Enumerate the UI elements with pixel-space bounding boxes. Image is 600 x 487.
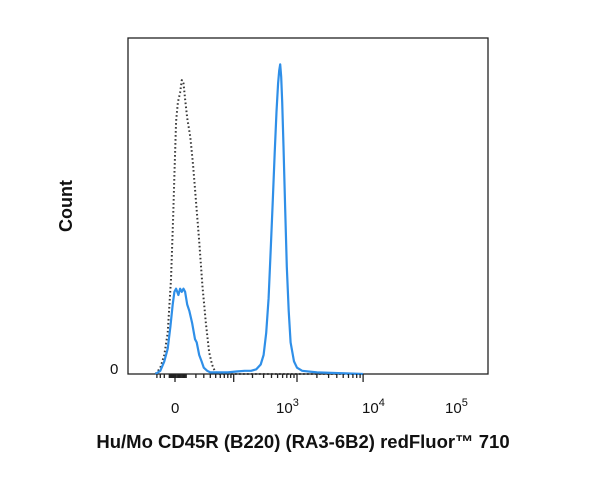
dotted-histogram-line <box>154 79 364 375</box>
y-zero-tick-label: 0 <box>110 361 118 378</box>
x-tick-label-10e5: 105 <box>445 397 468 417</box>
x-tick-labels: 0 103 104 105 <box>171 397 468 417</box>
x-tick-label-0: 0 <box>171 400 179 417</box>
x-axis-ticks <box>156 374 364 382</box>
histogram-curves <box>154 63 364 376</box>
x-axis-label: Hu/Mo CD45R (B220) (RA3-6B2) redFluor™ 7… <box>96 431 509 452</box>
y-axis-label: Count <box>56 180 76 232</box>
x-tick-label-10e3: 103 <box>276 397 299 417</box>
plot-frame <box>127 37 489 375</box>
x-tick-label-10e4: 104 <box>362 397 385 417</box>
blue-histogram-line <box>154 63 364 376</box>
